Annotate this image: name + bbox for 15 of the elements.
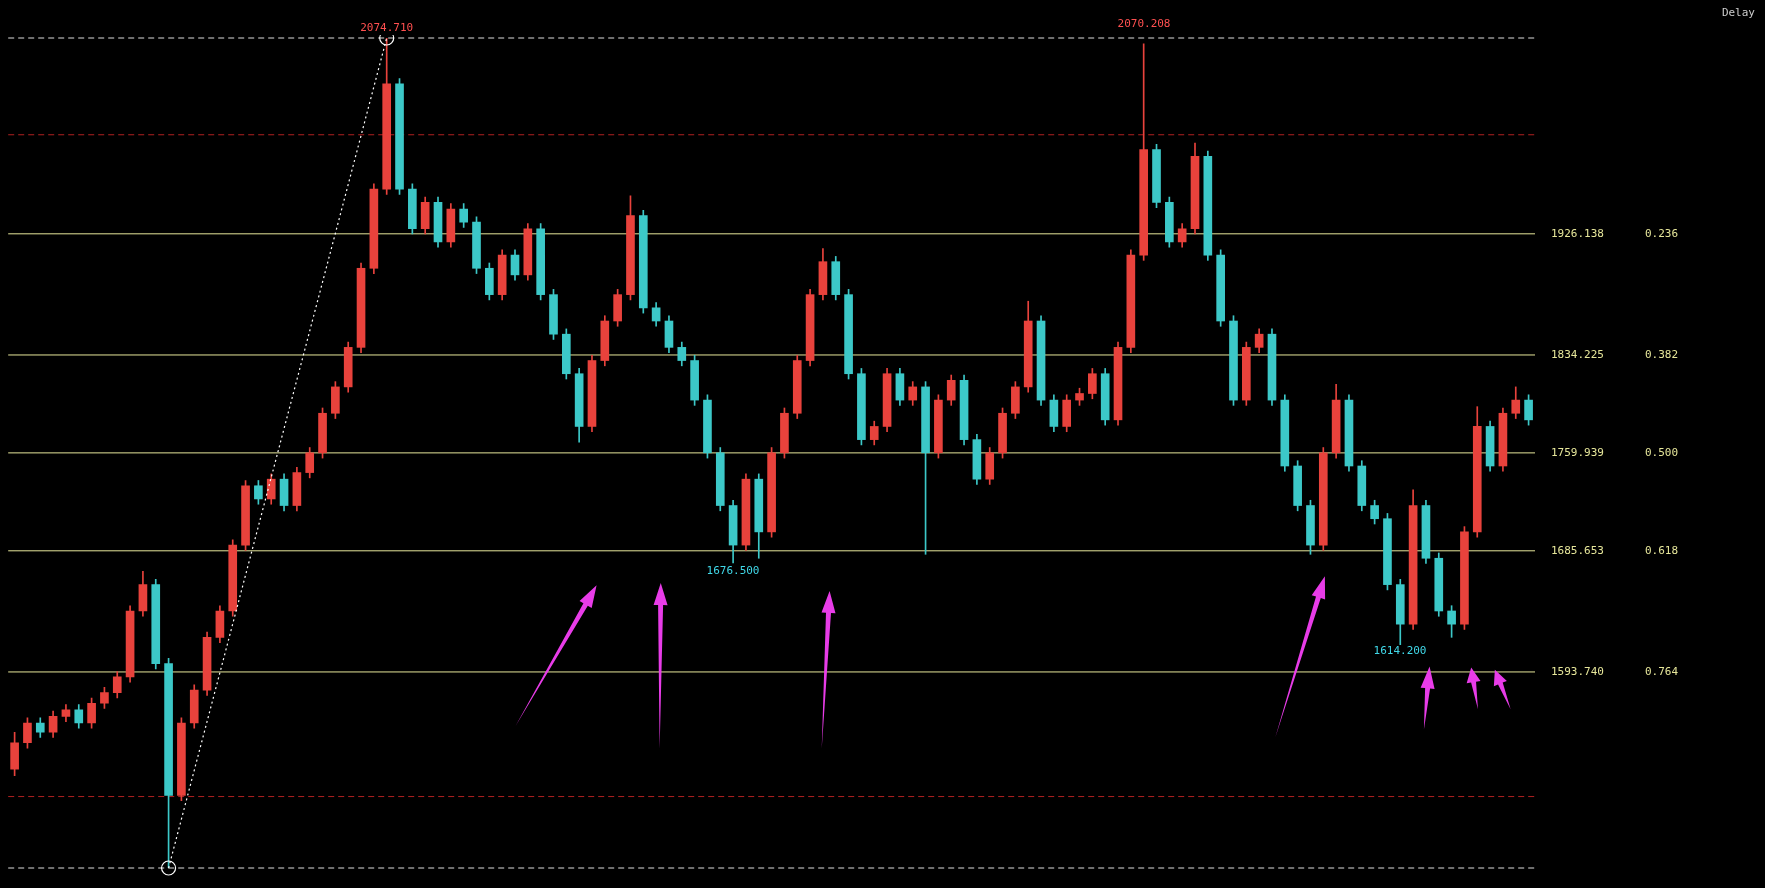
y2-tick-label: 0.382 <box>1645 347 1679 361</box>
annotation: 1614.200 <box>1373 644 1427 658</box>
y-tick-label: 1834.225 <box>1551 347 1604 361</box>
text: 2070.208 <box>1117 17 1171 31</box>
y2-tick-label: 0.764 <box>1645 664 1679 678</box>
y-tick-label: 1759.939 <box>1551 445 1604 459</box>
text: Delay <box>1721 6 1755 19</box>
annotation: 1676.500 <box>706 564 760 578</box>
annotation: 2074.710 <box>360 21 414 35</box>
y2-tick-label: 0.618 <box>1645 543 1679 557</box>
y-tick-label: 1926.138 <box>1551 226 1604 240</box>
y2-tick-label: 0.236 <box>1645 226 1679 240</box>
y2-tick-label: 0.500 <box>1645 445 1679 459</box>
y-tick-label: 1685.653 <box>1551 543 1604 557</box>
y-tick-label: 1593.740 <box>1551 664 1604 678</box>
